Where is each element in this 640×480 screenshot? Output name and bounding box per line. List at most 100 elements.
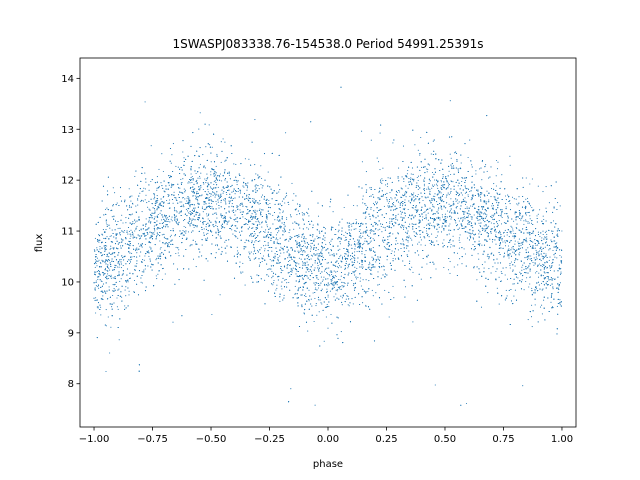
data-point [280,285,282,287]
data-point [125,286,127,288]
data-point [279,237,281,239]
data-point [275,289,277,291]
data-point [560,271,562,273]
data-point [491,214,493,216]
data-point [404,286,407,288]
data-point [98,241,100,243]
data-point [327,262,330,264]
data-point [214,180,216,182]
data-point [356,243,358,245]
data-point [467,232,469,234]
data-point [96,247,98,249]
data-point [167,193,169,196]
data-point [409,260,411,262]
data-point [516,203,518,205]
data-point [202,154,204,156]
data-point [384,247,386,249]
data-point [188,217,191,219]
data-point [181,201,183,203]
data-point [326,288,328,290]
data-point [417,243,419,245]
data-point [261,194,264,196]
data-point [189,188,191,190]
data-point [437,216,439,218]
data-point [529,205,532,207]
data-point [215,178,217,180]
data-point [229,216,231,218]
data-point [397,219,399,221]
data-point [106,236,108,238]
data-point [317,299,319,301]
data-point [317,215,320,217]
data-point [159,248,161,250]
data-point [337,262,340,264]
data-point [105,229,107,231]
data-point [203,203,205,205]
data-point [388,206,390,208]
data-point [172,143,174,145]
data-point [327,296,329,298]
data-point [303,313,306,315]
data-point [214,187,216,189]
data-point [160,182,162,184]
data-point [231,203,233,205]
data-point [306,275,308,277]
data-point [135,250,137,252]
data-point [477,212,479,214]
data-point [341,285,343,287]
data-point [513,232,515,235]
data-point [254,241,256,243]
data-point [413,217,415,219]
data-point [521,241,523,243]
data-point [441,225,443,227]
data-point [424,211,426,213]
data-point [254,209,256,211]
data-point [216,155,218,157]
data-point [528,231,530,233]
data-point [445,218,447,220]
data-point [273,282,275,284]
data-point [182,229,184,232]
data-point [372,259,374,261]
data-point [410,177,412,179]
data-point [301,294,303,296]
data-point [216,226,218,228]
data-point [460,162,462,164]
data-point [356,267,358,269]
data-point [322,279,324,281]
data-point [120,196,122,198]
data-point [385,184,387,186]
data-point [195,197,197,199]
data-point [167,202,169,204]
data-point [255,173,257,175]
data-point [222,199,224,201]
data-point [283,231,285,233]
data-point [274,253,276,255]
data-point [150,236,152,238]
data-point [120,245,122,247]
data-point [212,188,214,191]
data-point [273,279,275,282]
data-point [535,249,537,251]
data-point [280,269,283,271]
data-point [450,246,452,248]
data-point [199,213,201,215]
data-point [211,202,213,204]
data-point [259,202,261,205]
data-point [410,173,412,175]
data-point [335,275,337,278]
data-point [129,195,131,197]
data-point [365,279,367,281]
data-point [539,209,541,211]
data-point [368,264,370,266]
data-point [231,205,233,207]
data-point [335,233,337,236]
data-point [488,177,490,179]
data-point [178,249,180,251]
data-point [254,216,256,218]
data-point [206,213,208,215]
data-point [145,234,147,237]
data-point [99,252,101,254]
data-point [102,274,105,276]
data-point [492,205,495,207]
